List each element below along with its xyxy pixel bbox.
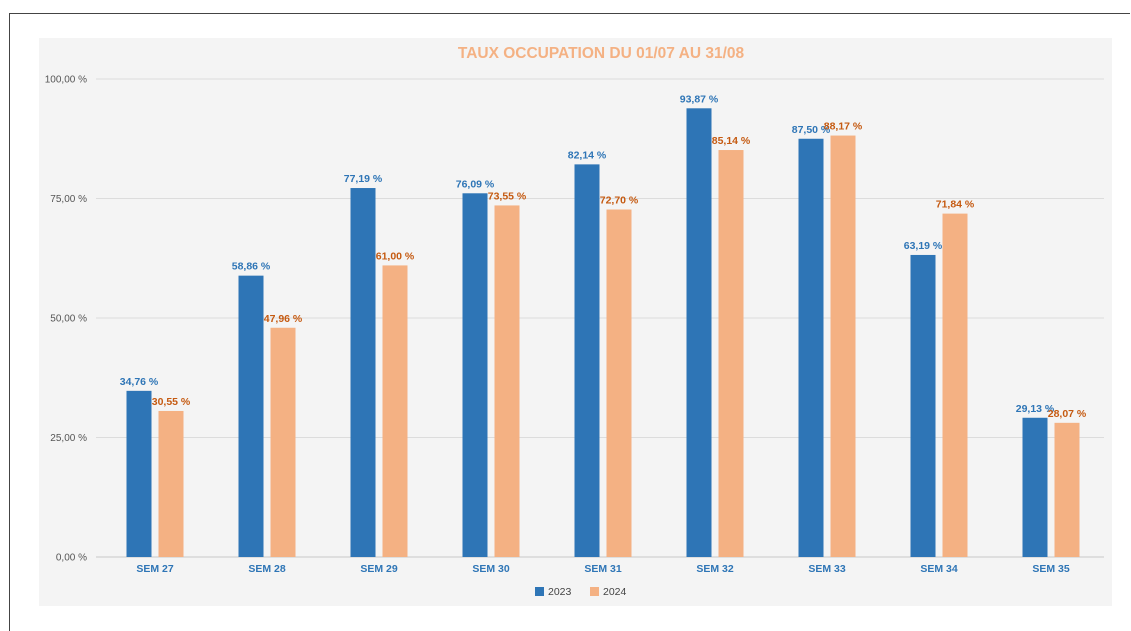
chart-title: TAUX OCCUPATION DU 01/07 AU 31/08	[458, 45, 745, 62]
bar-2023	[798, 138, 824, 557]
data-label-2023: 29,13 %	[1016, 403, 1055, 415]
x-tick-label: SEM 33	[808, 563, 846, 575]
bar-2024	[942, 213, 968, 557]
bar-2023	[350, 188, 376, 557]
bar-2024	[494, 205, 520, 557]
y-tick-label: 25,00 %	[50, 433, 87, 444]
bar-2023	[574, 164, 600, 557]
data-label-2024: 47,96 %	[264, 313, 303, 325]
bar-2023	[126, 390, 152, 557]
data-label-2023: 76,09 %	[456, 178, 495, 190]
x-tick-label: SEM 29	[360, 563, 398, 575]
data-label-2023: 82,14 %	[568, 149, 607, 161]
labels-layer: 34,76 % 30,55 % SEM 27 58,86 % 47,96 % SEM 28…	[120, 93, 1087, 575]
chart-svg: TAUX OCCUPATION DU 01/07 AU 31/08 0,00 %…	[45, 45, 1104, 598]
grid-layer: 0,00 % 25,00 % 50,00 % 75,00 % 100,00 %	[45, 75, 1104, 564]
data-label-2023: 34,76 %	[120, 376, 159, 388]
x-tick-label: SEM 32	[696, 563, 734, 575]
bars-layer	[126, 108, 1080, 558]
bar-2023	[1022, 417, 1048, 557]
data-label-2023: 63,19 %	[904, 240, 943, 252]
data-label-2024: 71,84 %	[936, 199, 975, 211]
data-label-2023: 58,86 %	[232, 261, 271, 273]
legend-swatch-2023	[535, 587, 544, 596]
legend: 2023 2024	[535, 586, 627, 598]
data-label-2024: 72,70 %	[600, 194, 639, 206]
y-tick-label: 100,00 %	[45, 75, 87, 86]
bar-2024	[606, 209, 632, 557]
bar-2023	[910, 254, 936, 558]
bar-2023	[238, 275, 264, 557]
y-tick-label: 50,00 %	[50, 314, 87, 325]
y-tick-label: 0,00 %	[56, 553, 87, 564]
data-label-2024: 61,00 %	[376, 250, 415, 262]
data-label-2023: 93,87 %	[680, 93, 719, 105]
data-label-2024: 88,17 %	[824, 121, 863, 133]
bar-2023	[462, 193, 488, 557]
x-tick-label: SEM 34	[920, 563, 958, 575]
bar-2024	[270, 327, 296, 557]
legend-label-2023: 2023	[548, 586, 572, 598]
legend-label-2024: 2024	[603, 586, 627, 598]
bar-2024	[158, 410, 184, 557]
x-tick-label: SEM 35	[1032, 563, 1070, 575]
x-tick-label: SEM 31	[584, 563, 622, 575]
bar-2024	[718, 150, 744, 557]
x-tick-label: SEM 28	[248, 563, 286, 575]
chart-panel: TAUX OCCUPATION DU 01/07 AU 31/08 0,00 %…	[39, 38, 1112, 606]
bar-2023	[686, 108, 712, 558]
data-label-2024: 73,55 %	[488, 190, 527, 202]
data-label-2024: 85,14 %	[712, 135, 751, 147]
y-tick-label: 75,00 %	[50, 194, 87, 205]
bar-2024	[830, 135, 856, 557]
data-label-2024: 30,55 %	[152, 396, 191, 408]
data-label-2023: 77,19 %	[344, 173, 383, 185]
data-label-2024: 28,07 %	[1048, 408, 1087, 420]
data-label-2023: 87,50 %	[792, 124, 831, 136]
legend-swatch-2024	[590, 587, 599, 596]
bar-2024	[382, 265, 408, 557]
x-tick-label: SEM 27	[136, 563, 174, 575]
bar-2024	[1054, 422, 1080, 557]
x-tick-label: SEM 30	[472, 563, 510, 575]
